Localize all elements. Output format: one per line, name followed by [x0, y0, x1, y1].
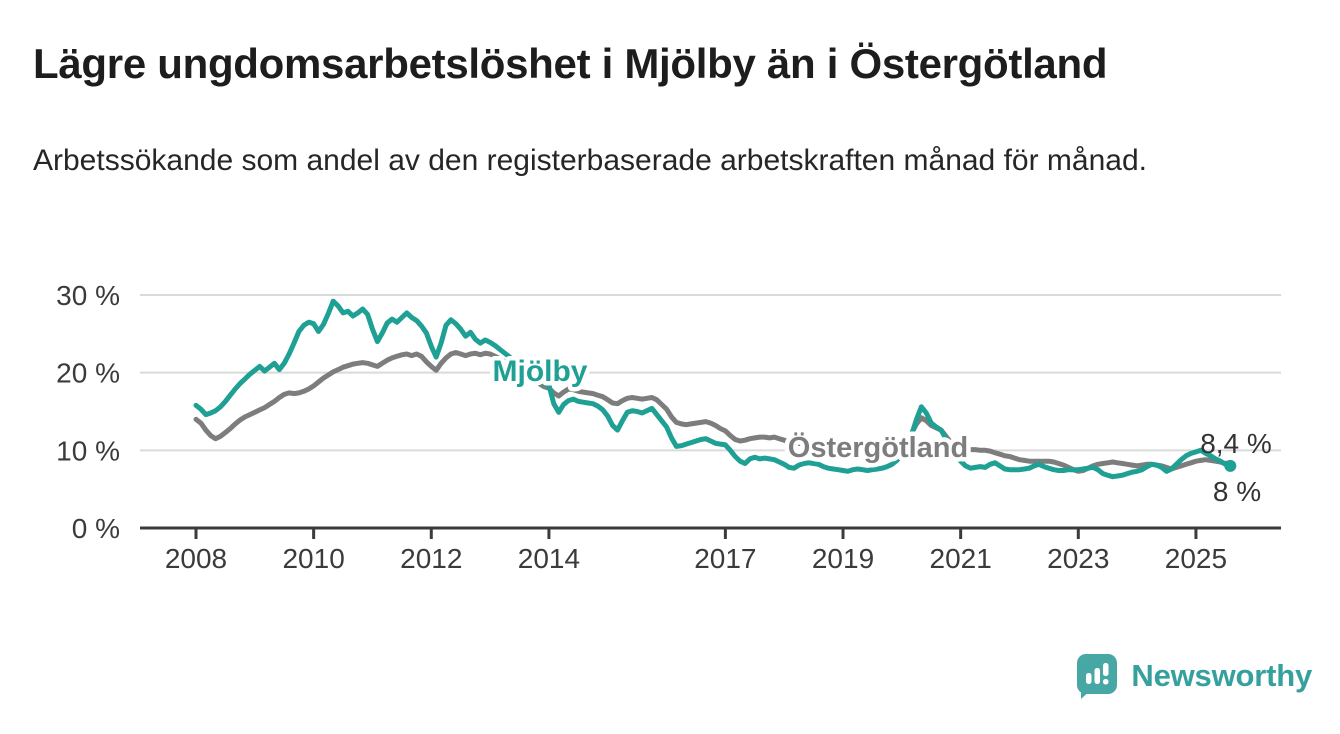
series-line-ostergotland [193, 350, 1233, 474]
newsworthy-logo-icon [1077, 654, 1118, 699]
logo-exclamation-bar [1103, 663, 1109, 676]
y-axis-label-30: 30 % [56, 280, 120, 311]
y-axis-label-0: 0 % [72, 513, 120, 544]
series-label-ostergotland: Östergötland [788, 431, 968, 464]
x-axis-label-2023: 2023 [1047, 543, 1109, 574]
y-axis-label-20: 20 % [56, 358, 120, 389]
end-value-label-mjolby: 8 % [1213, 476, 1261, 507]
x-axis-label-2012: 2012 [400, 543, 462, 574]
end-value-label-ostergotland: 8,4 % [1200, 428, 1272, 459]
x-axis-label-2008: 2008 [165, 543, 227, 574]
chart-title: Lägre ungdomsarbetslöshet i Mjölby än i … [33, 40, 1108, 87]
logo-exclamation-dot [1103, 679, 1109, 685]
x-axis-label-2014: 2014 [518, 543, 580, 574]
series-label-mjolby: Mjölby [493, 355, 588, 388]
x-axis-label-2019: 2019 [812, 543, 874, 574]
newsworthy-logo-text: Newsworthy [1131, 658, 1312, 693]
series-end-dot-mjolby [1224, 459, 1237, 472]
x-axis-label-2017: 2017 [694, 543, 756, 574]
newsworthy-branding: Newsworthy [1075, 650, 1312, 702]
x-axis-label-2010: 2010 [282, 543, 344, 574]
x-axis-label-2021: 2021 [930, 543, 992, 574]
x-axis-label-2025: 2025 [1165, 543, 1227, 574]
y-axis-label-10: 10 % [56, 435, 120, 466]
chart-subtitle: Arbetssökande som andel av den registerb… [33, 144, 1147, 177]
logo-bar-small [1086, 673, 1092, 684]
logo-bar-tall [1094, 668, 1101, 684]
series-line-mjolby [193, 298, 1233, 480]
